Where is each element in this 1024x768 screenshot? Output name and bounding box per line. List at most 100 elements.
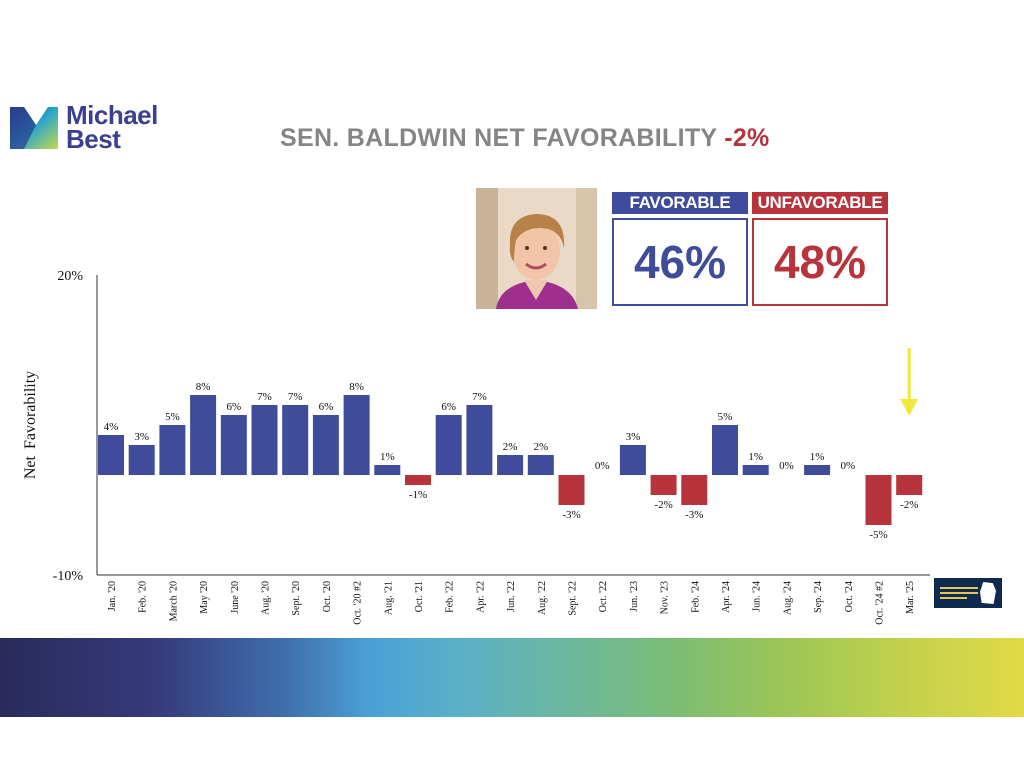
bar — [220, 415, 247, 475]
senator-photo — [476, 188, 597, 309]
bar — [865, 475, 892, 525]
data-label: 7% — [257, 391, 272, 403]
data-label: 8% — [196, 381, 211, 393]
y-tick-label-min: -10% — [53, 569, 84, 584]
bar — [497, 455, 524, 475]
x-tick-label: Oct. '20 — [322, 581, 333, 612]
bar — [681, 475, 708, 505]
data-label: 1% — [810, 451, 825, 463]
data-label: 0% — [779, 460, 794, 472]
data-label: 7% — [472, 391, 487, 403]
bar — [527, 455, 554, 475]
page-title: SEN. BALDWIN NET FAVORABILITY -2% — [280, 124, 770, 153]
bar — [98, 435, 124, 475]
data-label: 7% — [288, 391, 303, 403]
logo-line-2: Best — [66, 124, 121, 154]
x-tick-label: Nov. '23 — [660, 581, 671, 614]
logo-line-1: Michael — [66, 100, 158, 130]
data-label: -5% — [869, 529, 887, 541]
net-favorability-chart: 20% -10% 4% Jan. '20 3% Feb. '20 5% March '20 8%… — [53, 269, 930, 625]
x-tick-label: Jan. '20 — [107, 581, 118, 611]
x-tick-label: Sep. '24 — [813, 581, 824, 613]
bar — [804, 465, 831, 475]
data-label: -2% — [654, 499, 672, 511]
x-tick-label: Sept. '20 — [291, 581, 302, 616]
highlight-arrow-icon — [900, 399, 919, 416]
michael-best-logo: Michael Best — [10, 100, 180, 155]
bar — [742, 465, 769, 475]
unfavorable-label: UNFAVORABLE — [752, 192, 888, 214]
footer-gradient-band — [0, 638, 1024, 717]
bar — [128, 445, 155, 475]
data-label: 6% — [226, 401, 241, 413]
data-label: 5% — [718, 411, 733, 423]
x-tick-label: Mar. '25 — [905, 581, 916, 614]
data-label: 8% — [349, 381, 364, 393]
x-tick-label: Aug. '20 — [261, 581, 272, 615]
data-label: -3% — [562, 509, 580, 521]
data-label: 6% — [319, 401, 334, 413]
bar — [282, 405, 309, 475]
favorable-value: 46% — [612, 218, 748, 306]
x-tick-label: Apr. '22 — [475, 581, 486, 613]
data-label: -2% — [900, 499, 918, 511]
x-tick-label: Aug. '24 — [782, 581, 793, 615]
title-delta: -2% — [724, 124, 770, 152]
bar — [712, 425, 738, 475]
marquette-poll-badge — [934, 578, 1002, 608]
x-tick-label: Oct. '24 #2 — [875, 581, 886, 625]
x-tick-label: June '20 — [230, 581, 241, 614]
title-text: SEN. BALDWIN NET FAVORABILITY — [280, 124, 717, 152]
bar — [251, 405, 278, 475]
data-label: 1% — [380, 451, 395, 463]
x-tick-label: Feb. '20 — [138, 581, 149, 613]
x-tick-label: Aug. '22 — [537, 581, 548, 615]
bar — [466, 405, 493, 475]
favorable-box: FAVORABLE 46% — [612, 192, 748, 306]
bar — [435, 415, 462, 475]
bar — [190, 395, 217, 475]
x-tick-label: Feb. '24 — [690, 581, 701, 613]
data-label: 6% — [441, 401, 456, 413]
x-tick-label: Oct. '22 — [598, 581, 609, 612]
x-tick-label: Jun. '23 — [629, 581, 640, 612]
wisconsin-map-icon — [980, 582, 996, 604]
x-tick-label: May '20 — [199, 581, 210, 614]
x-tick-label: Jun. '22 — [506, 581, 517, 612]
bar — [896, 475, 923, 495]
x-tick-label: Jun. '24 — [752, 581, 763, 612]
data-label: 5% — [165, 411, 180, 423]
data-label: 0% — [595, 460, 610, 472]
bar — [159, 425, 186, 475]
bar — [650, 475, 677, 495]
y-tick-label-max: 20% — [57, 269, 83, 284]
bar — [558, 475, 585, 505]
x-tick-label: Oct. '24 — [844, 581, 855, 612]
bar — [405, 475, 431, 485]
x-tick-label: Aug. '21 — [383, 581, 394, 615]
data-label: 3% — [626, 431, 641, 443]
bar — [619, 445, 646, 475]
unfavorable-value: 48% — [752, 218, 888, 306]
x-tick-label: Oct. '21 — [414, 581, 425, 612]
data-label: 4% — [104, 421, 119, 433]
data-label: -1% — [409, 489, 427, 501]
bar — [312, 415, 339, 475]
x-tick-label: Apr. '24 — [721, 581, 732, 613]
x-tick-label: Oct. '20 #2 — [353, 581, 364, 625]
logo-mark-icon — [10, 107, 58, 149]
favorable-label: FAVORABLE — [612, 192, 748, 214]
data-label: 0% — [840, 460, 855, 472]
x-tick-label: Feb. '22 — [445, 581, 456, 613]
unfavorable-box: UNFAVORABLE 48% — [752, 192, 888, 306]
data-label: 1% — [748, 451, 763, 463]
x-tick-label: Sept. '22 — [568, 581, 579, 616]
bar — [374, 465, 401, 475]
portrait-image — [476, 188, 597, 309]
data-label: 2% — [533, 441, 548, 453]
x-tick-label: March '20 — [168, 581, 179, 621]
data-label: 3% — [134, 431, 149, 443]
badge-text-lines — [940, 587, 978, 601]
data-label: 2% — [503, 441, 518, 453]
data-label: -3% — [685, 509, 703, 521]
